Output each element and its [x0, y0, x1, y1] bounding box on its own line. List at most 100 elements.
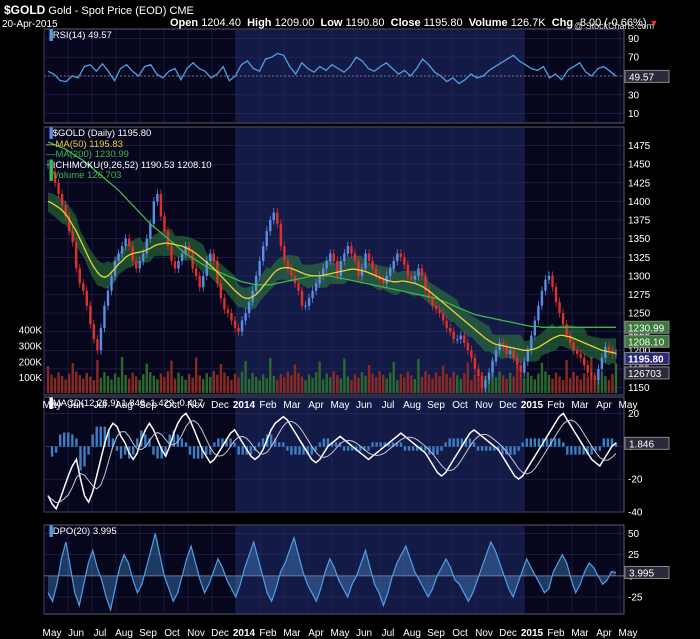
candle-body	[410, 275, 413, 280]
volume-bar	[544, 371, 547, 393]
volume-bar	[452, 371, 455, 393]
macd-histogram-bar	[525, 438, 528, 447]
candle-body	[269, 220, 272, 232]
price-last-box	[624, 351, 670, 365]
volume-bar	[385, 378, 388, 393]
ma50-line	[47, 200, 617, 354]
volume-bar	[406, 371, 410, 393]
volume-bar	[240, 371, 244, 393]
volume-tick-label: 300K	[19, 342, 43, 353]
volume-bar	[399, 374, 402, 393]
x-tick-label-bottom: Sep	[427, 628, 445, 639]
legend-price: ▐$GOLD (Daily) 1195.80	[46, 128, 212, 140]
macd-histogram-bar	[355, 446, 358, 451]
volume-bar	[392, 362, 395, 393]
macd-histogram-bar	[456, 438, 459, 447]
dpo-legend-icon: ▐	[46, 526, 53, 537]
candle-body	[78, 268, 81, 284]
volume-bar	[219, 364, 223, 393]
rsi-last-box	[624, 69, 670, 83]
volume-bar	[381, 374, 385, 393]
macd-histogram-bar	[136, 438, 139, 447]
volume-bar	[568, 377, 572, 393]
volume-bar	[103, 372, 106, 393]
open-value: 1204.40	[201, 17, 241, 29]
volume-bar	[159, 373, 163, 393]
volume-bar	[216, 374, 219, 393]
macd-legend: ▐MACD(12,26,9) 1.846, 1.429, 0.417	[46, 398, 203, 409]
volume-bar	[244, 361, 247, 393]
candle-body	[170, 246, 173, 261]
volume-tick-label: 100K	[19, 373, 43, 384]
symbol[interactable]: $GOLD	[4, 3, 46, 17]
x-tick-label-bottom: Oct	[452, 628, 468, 639]
candle-body	[272, 212, 275, 221]
price-y-tick-label: 1400	[628, 197, 651, 208]
dpo-last-box	[624, 565, 670, 579]
volume-bar	[311, 377, 314, 393]
candle-body	[406, 264, 410, 276]
volume-bar	[173, 378, 177, 393]
close-value: 1195.80	[423, 17, 463, 29]
price-last-label: 1208.10	[628, 337, 665, 348]
x-tick-label-bottom: Jul	[382, 628, 395, 639]
macd-histogram-bar	[322, 438, 326, 447]
candle-body	[526, 350, 530, 362]
volume-bar	[205, 373, 208, 393]
macd-histogram-bar	[330, 442, 334, 447]
x-tick-label-bottom: Dec	[499, 628, 517, 639]
volume-bar	[163, 377, 166, 393]
candle-body	[244, 313, 247, 321]
x-tick-label-mid: Dec	[499, 400, 517, 411]
exchange: CME	[169, 5, 194, 17]
macd-histogram-bar	[537, 438, 541, 447]
macd-histogram-bar	[610, 438, 614, 447]
ma200-legend-text: MA(200) 1230.99	[55, 149, 129, 160]
volume-bar	[343, 358, 346, 393]
volume-bar	[131, 372, 134, 393]
price-y-tick-label: 1300	[628, 271, 651, 282]
volume-bar	[501, 375, 505, 393]
macd-histogram-bar	[278, 442, 281, 447]
macd-histogram-bar	[476, 446, 480, 451]
macd-histogram-bar	[46, 446, 50, 447]
volume-bar	[53, 378, 57, 393]
volume-bar	[170, 360, 173, 393]
x-tick-label-mid: May	[43, 400, 62, 411]
ma200-legend-icon: —	[46, 149, 56, 160]
volume-bar	[113, 373, 117, 393]
price-y-tick-label: 1475	[628, 141, 651, 152]
candle-body	[286, 261, 290, 269]
macd-histogram-bar	[168, 434, 171, 447]
candle-body	[572, 342, 575, 351]
candle-body	[551, 275, 554, 288]
price-y-tick-label: 1150	[628, 383, 650, 394]
candle-body	[332, 253, 335, 261]
macd-histogram-bar	[489, 446, 492, 451]
volume-bar	[505, 378, 508, 393]
macd-histogram-bar	[184, 442, 188, 447]
volume-bar	[92, 380, 96, 393]
watermark[interactable]: @ StockCharts.com	[574, 21, 655, 31]
candle-body	[346, 246, 350, 254]
macd-histogram-bar	[420, 446, 423, 451]
volume-bar	[572, 371, 575, 393]
volume-bar	[512, 376, 515, 393]
volume-tick-label: 400K	[19, 326, 43, 337]
macd-histogram-bar	[359, 446, 362, 451]
macd-histogram-bar	[379, 442, 382, 447]
candle-body	[57, 182, 60, 194]
volume-bar	[396, 379, 399, 393]
volume-bar	[60, 375, 64, 393]
candle-body	[593, 376, 597, 381]
macd-histogram-bar	[407, 446, 411, 451]
volume-bar	[364, 375, 367, 393]
candle-body	[389, 268, 392, 276]
volume-bar	[290, 375, 293, 393]
candle-body	[530, 335, 533, 351]
macd-histogram-bar	[432, 446, 435, 455]
candle-body	[470, 350, 473, 358]
macd-histogram-bar	[367, 446, 370, 451]
legend-ma50: —MA(50) 1195.83	[46, 139, 212, 151]
rsi-y-tick-label: 90	[628, 34, 640, 45]
